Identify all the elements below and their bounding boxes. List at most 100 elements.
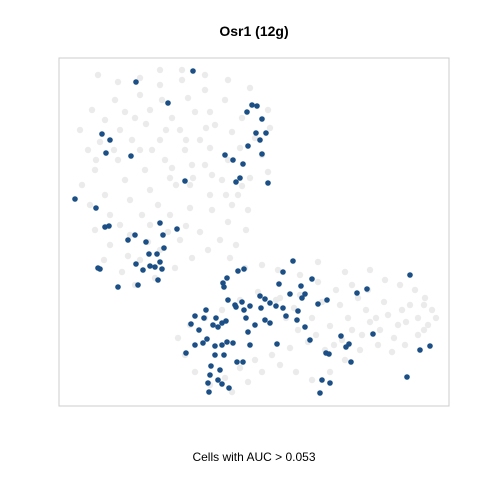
background-point-16 (116, 126, 124, 134)
background-point-149 (182, 222, 190, 230)
background-point-165 (189, 174, 197, 182)
background-point-167 (222, 191, 230, 199)
highlight-point-113 (307, 337, 313, 343)
background-point-144 (116, 221, 124, 229)
highlight-point-105 (219, 381, 225, 387)
highlight-point-89 (196, 327, 202, 333)
background-point-174 (264, 106, 272, 114)
highlight-point-2 (165, 100, 171, 106)
highlight-point-10 (245, 143, 251, 149)
background-point-155 (121, 108, 129, 116)
background-point-41 (126, 196, 134, 204)
background-point-80 (374, 341, 382, 349)
background-point-158 (182, 136, 190, 144)
background-point-50 (224, 218, 232, 226)
background-point-27 (91, 166, 99, 174)
highlight-point-18 (99, 131, 105, 137)
background-point-107 (414, 314, 422, 322)
background-point-10 (136, 91, 144, 99)
background-point-91 (191, 368, 199, 376)
highlight-point-119 (348, 359, 354, 365)
background-point-172 (224, 76, 232, 84)
background-point-69 (348, 281, 356, 289)
highlight-point-7 (263, 130, 269, 136)
highlight-point-125 (417, 347, 423, 353)
background-point-142 (154, 201, 162, 209)
background-point-73 (411, 286, 419, 294)
highlight-point-117 (338, 333, 344, 339)
highlight-point-57 (287, 291, 293, 297)
background-point-0 (94, 71, 102, 79)
highlight-point-27 (132, 232, 138, 238)
background-point-132 (238, 114, 246, 122)
background-point-148 (164, 228, 172, 236)
background-point-67 (314, 278, 322, 286)
highlight-point-28 (125, 237, 131, 243)
highlight-point-0 (133, 79, 139, 85)
background-point-178 (294, 326, 302, 334)
background-point-14 (84, 146, 92, 154)
highlight-point-120 (354, 290, 360, 296)
highlight-point-129 (319, 377, 325, 383)
background-point-181 (348, 326, 356, 334)
background-point-109 (376, 326, 384, 334)
background-point-36 (218, 176, 226, 184)
highlight-point-84 (252, 322, 258, 328)
background-point-2 (136, 74, 144, 82)
background-point-26 (114, 156, 122, 164)
highlight-point-85 (245, 329, 251, 335)
highlight-point-108 (183, 350, 189, 356)
background-point-37 (206, 191, 214, 199)
background-point-122 (354, 294, 362, 302)
background-point-128 (341, 268, 349, 276)
background-point-72 (396, 281, 404, 289)
background-point-42 (106, 211, 114, 219)
background-point-23 (176, 126, 184, 134)
highlight-point-97 (230, 340, 236, 346)
background-point-105 (380, 298, 388, 306)
background-point-55 (136, 256, 144, 264)
highlight-point-4 (254, 103, 260, 109)
background-point-186 (432, 314, 440, 322)
background-point-29 (86, 201, 94, 209)
background-point-86 (268, 351, 276, 359)
highlight-point-60 (225, 297, 231, 303)
background-point-45 (126, 231, 134, 239)
highlight-point-22 (182, 178, 188, 184)
highlight-point-70 (247, 303, 253, 309)
background-point-102 (326, 322, 334, 330)
highlight-point-38 (133, 261, 139, 267)
highlight-point-16 (265, 180, 271, 186)
highlight-point-78 (299, 295, 305, 301)
background-point-5 (201, 86, 209, 94)
highlight-point-62 (188, 321, 194, 327)
background-point-71 (381, 276, 389, 284)
background-point-166 (208, 171, 216, 179)
background-point-145 (100, 256, 108, 264)
background-point-124 (390, 334, 398, 342)
background-point-4 (178, 76, 186, 84)
highlight-point-24 (93, 205, 99, 211)
background-point-24 (156, 136, 164, 144)
highlight-point-61 (192, 313, 198, 319)
highlight-point-8 (253, 130, 259, 136)
background-point-39 (166, 174, 174, 182)
background-point-179 (312, 331, 320, 339)
background-point-87 (251, 356, 259, 364)
highlight-point-88 (257, 293, 263, 299)
highlight-point-71 (258, 305, 264, 311)
background-point-133 (251, 134, 259, 142)
background-point-59 (171, 264, 179, 272)
background-point-162 (128, 136, 136, 144)
highlight-point-21 (103, 150, 109, 156)
background-point-137 (234, 191, 242, 199)
highlight-point-11 (222, 152, 228, 158)
background-point-108 (394, 321, 402, 329)
background-point-116 (258, 368, 266, 376)
plot-frame (58, 57, 450, 407)
highlight-point-79 (302, 291, 308, 297)
highlight-point-12 (240, 161, 246, 167)
highlight-point-34 (152, 264, 158, 270)
background-point-154 (101, 116, 109, 124)
